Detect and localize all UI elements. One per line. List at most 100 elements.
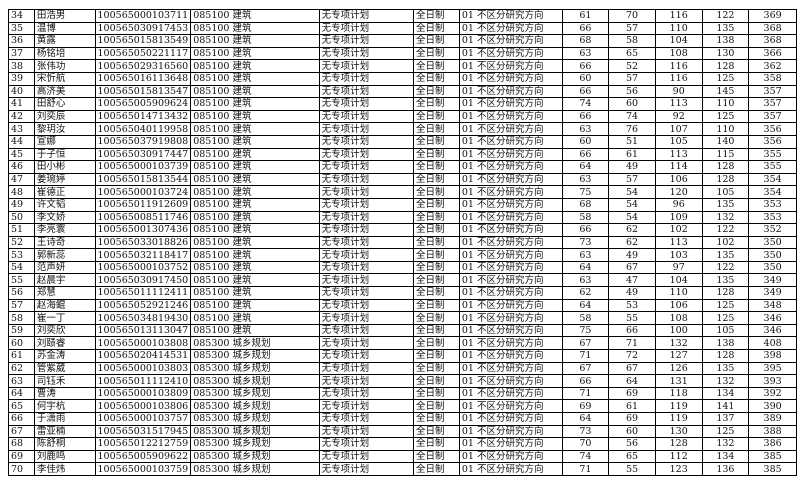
score-subject-1: 127: [654, 349, 703, 363]
study-mode: 全日制: [413, 160, 460, 174]
candidate-name: 苏金涛: [33, 349, 96, 363]
total-score: 349: [748, 286, 797, 300]
candidate-name: 何宇杭: [33, 399, 96, 413]
special-plan: 无专项计划: [318, 437, 415, 451]
table-row: 68 陈舒桐 100565012212759 085300 城乡规划 无专项计划 全日制 0…: [8, 437, 797, 451]
candidate-name: 田小彬: [33, 160, 96, 174]
score-subject-2: 122: [701, 9, 750, 23]
score-politics: 64: [561, 160, 610, 174]
table-row: 66 于潇雨 100565000103757 085300 城乡规划 无专项计划 全日制 0…: [8, 412, 797, 426]
major: 085100 建筑: [190, 248, 320, 262]
score-foreign-language: 55: [608, 462, 656, 476]
candidate-id: 100565000103752: [94, 260, 192, 275]
total-score: 350: [748, 235, 797, 250]
candidate-id: 100565000103711: [94, 9, 192, 23]
score-subject-1: 116: [654, 9, 703, 23]
major: 085300 城乡规划: [190, 399, 320, 413]
score-foreign-language: 54: [608, 210, 656, 225]
score-subject-2: 140: [701, 134, 750, 149]
score-foreign-language: 47: [608, 273, 656, 288]
table-row: 44 宣娜 100565037919808 085100 建筑 无专项计划 全日制 01 不…: [8, 134, 797, 149]
candidate-id: 100565032118417: [94, 248, 192, 262]
research-direction: 01 不区分研究方向: [458, 235, 563, 250]
row-number: 55: [8, 273, 35, 288]
score-subject-1: 119: [654, 399, 703, 413]
score-subject-2: 110: [701, 97, 750, 111]
score-politics: 64: [561, 298, 610, 313]
row-number: 44: [8, 134, 35, 149]
candidate-id: 100565000103739: [94, 160, 192, 174]
candidate-name: 姜琬婷: [33, 172, 96, 187]
special-plan: 无专项计划: [318, 223, 415, 237]
research-direction: 01 不区分研究方向: [458, 223, 563, 237]
row-number: 46: [8, 160, 35, 174]
study-mode: 全日制: [413, 34, 460, 48]
score-subject-2: 145: [701, 84, 750, 99]
candidate-id: 100565005909624: [94, 97, 192, 111]
total-score: 393: [748, 374, 797, 388]
score-subject-1: 114: [654, 160, 703, 174]
score-politics: 66: [561, 223, 610, 237]
special-plan: 无专项计划: [318, 298, 415, 313]
candidate-id: 100565030917450: [94, 273, 192, 288]
special-plan: 无专项计划: [318, 71, 415, 86]
research-direction: 01 不区分研究方向: [458, 273, 563, 288]
table-row: 40 高济美 100565015813547 085100 建筑 无专项计划 全日制 01 …: [8, 84, 797, 99]
candidate-id: 100565011112411: [94, 286, 192, 300]
score-subject-2: 135: [701, 273, 750, 288]
total-score: 350: [748, 248, 797, 262]
total-score: 349: [748, 273, 797, 288]
research-direction: 01 不区分研究方向: [458, 399, 563, 413]
candidate-id: 100565030917447: [94, 147, 192, 162]
major: 085100 建筑: [190, 46, 320, 61]
score-politics: 75: [561, 185, 610, 199]
table-row: 42 刘奕辰 100565014713432 085100 建筑 无专项计划 全日制 01 …: [8, 109, 797, 124]
major: 085300 城乡规划: [190, 462, 320, 476]
score-subject-2: 134: [701, 449, 750, 464]
score-subject-2: 110: [701, 122, 750, 136]
research-direction: 01 不区分研究方向: [458, 97, 563, 111]
research-direction: 01 不区分研究方向: [458, 59, 563, 73]
table-row: 70 李佳炜 100565000103759 085300 城乡规划 无专项计划 全日制 0…: [8, 462, 797, 476]
special-plan: 无专项计划: [318, 462, 415, 476]
candidate-name: 田浩男: [33, 9, 96, 23]
table-row: 59 刘奕欣 100565013113047 085100 建筑 无专项计划 全日制 01 …: [8, 323, 797, 338]
study-mode: 全日制: [413, 109, 460, 124]
score-subject-2: 128: [701, 160, 750, 174]
candidate-name: 赵晨宇: [33, 273, 96, 288]
score-politics: 61: [561, 9, 610, 23]
major: 085300 城乡规划: [190, 437, 320, 451]
score-politics: 66: [561, 59, 610, 73]
candidate-name: 田舒心: [33, 97, 96, 111]
major: 085100 建筑: [190, 97, 320, 111]
score-subject-2: 128: [701, 172, 750, 187]
score-subject-1: 96: [654, 197, 703, 212]
total-score: 358: [748, 71, 797, 86]
major: 085100 建筑: [190, 235, 320, 250]
major: 085100 建筑: [190, 160, 320, 174]
score-politics: 74: [561, 97, 610, 111]
special-plan: 无专项计划: [318, 273, 415, 288]
score-foreign-language: 67: [608, 260, 656, 275]
candidate-id: 100565011912609: [94, 197, 192, 212]
candidate-name: 温博: [33, 21, 96, 36]
score-subject-1: 108: [654, 46, 703, 61]
score-subject-2: 122: [701, 223, 750, 237]
score-subject-2: 125: [701, 298, 750, 313]
candidate-id: 100565016113648: [94, 71, 192, 86]
score-subject-2: 135: [701, 21, 750, 36]
table-row: 63 司钰禾 100565011112410 085300 城乡规划 无专项计划 全日制 0…: [8, 374, 797, 388]
table-row: 56 郑慧 100565011112411 085100 建筑 无专项计划 全日制 01 不…: [8, 286, 797, 300]
research-direction: 01 不区分研究方向: [458, 197, 563, 212]
major: 085100 建筑: [190, 109, 320, 124]
major: 085100 建筑: [190, 134, 320, 149]
research-direction: 01 不区分研究方向: [458, 21, 563, 36]
table-row: 62 管紫葳 100565000103803 085300 城乡规划 无专项计划 全日制 0…: [8, 361, 797, 376]
study-mode: 全日制: [413, 298, 460, 313]
score-subject-2: 137: [701, 412, 750, 426]
major: 085100 建筑: [190, 260, 320, 275]
score-foreign-language: 53: [608, 298, 656, 313]
total-score: 388: [748, 424, 797, 439]
study-mode: 全日制: [413, 361, 460, 376]
total-score: 368: [748, 34, 797, 48]
